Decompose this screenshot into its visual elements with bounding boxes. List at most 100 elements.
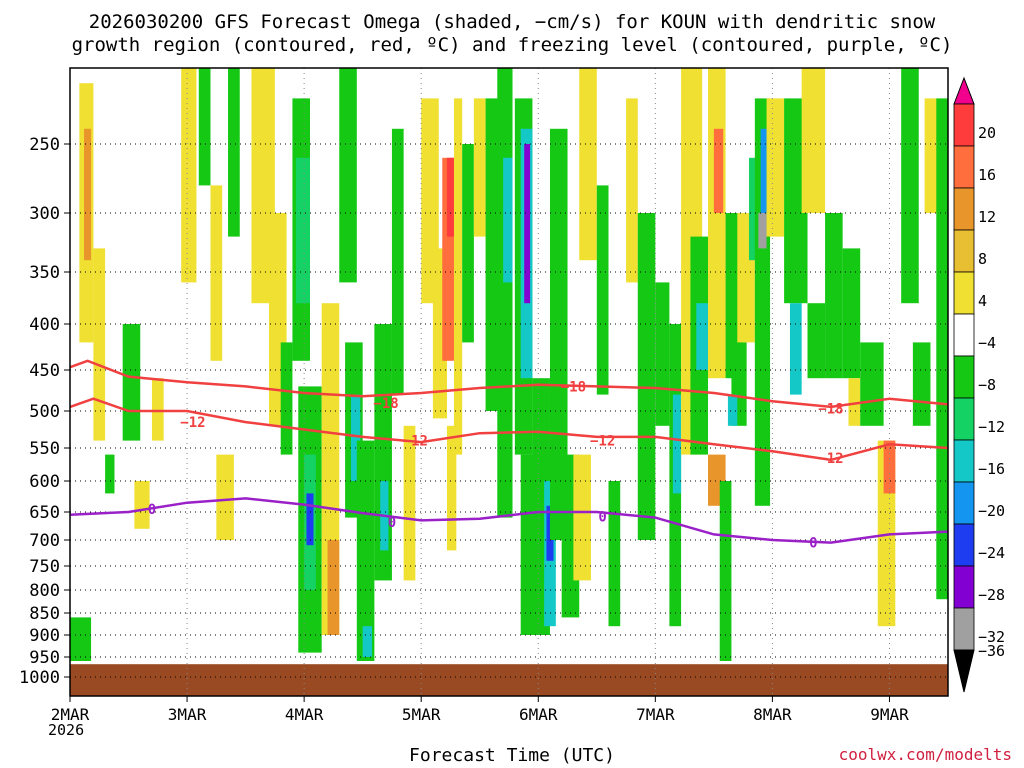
omega-cell bbox=[295, 157, 310, 304]
colorbar-band bbox=[953, 103, 975, 147]
omega-cell bbox=[766, 98, 785, 237]
omega-cell bbox=[216, 454, 234, 540]
colorbar-label: −24 bbox=[978, 544, 1005, 562]
omega-cell bbox=[151, 378, 164, 441]
omega-cell bbox=[807, 303, 826, 379]
omega-cell bbox=[210, 185, 223, 361]
y-tick-label: 300 bbox=[29, 204, 60, 224]
omega-cell bbox=[403, 425, 416, 581]
contour-label: −18 bbox=[373, 396, 398, 412]
omega-cell bbox=[608, 481, 621, 627]
x-tick-label: 7MAR bbox=[636, 705, 675, 724]
colorbar-band bbox=[953, 481, 975, 525]
omega-cell bbox=[760, 128, 767, 213]
omega-cell bbox=[901, 68, 919, 304]
omega-cell bbox=[105, 454, 115, 494]
colorbar-label: −36 bbox=[978, 642, 1005, 660]
omega-cell bbox=[727, 394, 738, 426]
chart-title-line-1: 2026030200 GFS Forecast Omega (shaded, −… bbox=[88, 11, 936, 33]
contour-label: −12 bbox=[180, 415, 205, 431]
colorbar-label: −8 bbox=[978, 376, 996, 394]
x-tick-label: 8MAR bbox=[753, 705, 792, 724]
omega-cell bbox=[708, 68, 726, 379]
omega-cell bbox=[453, 98, 463, 455]
omega-cell bbox=[339, 68, 357, 283]
contour-label: −18 bbox=[818, 402, 843, 418]
colorbar-band bbox=[953, 271, 975, 315]
omega-cell bbox=[860, 342, 884, 426]
omega-cell bbox=[84, 128, 92, 261]
omega-cell bbox=[573, 454, 591, 581]
colorbar-label: −20 bbox=[978, 502, 1005, 520]
colorbar-label: 16 bbox=[978, 166, 996, 184]
contour-label: 0 bbox=[148, 502, 156, 518]
y-axis-ticks: 2503003504004505005506006507007508008509… bbox=[19, 135, 70, 688]
colorbar-band bbox=[953, 439, 975, 483]
y-tick-label: 550 bbox=[29, 439, 60, 459]
temperature-contours bbox=[70, 359, 948, 544]
x-axis-title: Forecast Time (UTC) bbox=[409, 745, 615, 766]
omega-cell bbox=[391, 128, 404, 395]
omega-cell bbox=[637, 213, 656, 540]
x-tick-label: 3MAR bbox=[168, 705, 207, 724]
colorbar-label: 20 bbox=[978, 124, 996, 142]
colorbar-label: −16 bbox=[978, 460, 1005, 478]
y-tick-label: 750 bbox=[29, 557, 60, 577]
omega-cell bbox=[655, 282, 670, 426]
contour-label: −12 bbox=[590, 434, 615, 450]
omega-cell bbox=[446, 157, 454, 237]
y-tick-label: 500 bbox=[29, 402, 60, 422]
y-tick-label: 600 bbox=[29, 472, 60, 492]
colorbar-bottom-arrow bbox=[953, 649, 975, 693]
x-tick-label: 9MAR bbox=[870, 705, 909, 724]
omega-cell bbox=[524, 144, 531, 304]
contour-label: 0 bbox=[388, 515, 396, 531]
y-tick-label: 800 bbox=[29, 581, 60, 601]
y-tick-label: 700 bbox=[29, 531, 60, 551]
omega-cell bbox=[579, 68, 597, 261]
omega-cell bbox=[306, 493, 314, 546]
plot-frame bbox=[69, 67, 949, 697]
omega-cell bbox=[327, 540, 340, 635]
omega-cell bbox=[122, 324, 141, 441]
omega-cell bbox=[596, 185, 609, 395]
colorbar-label: 12 bbox=[978, 208, 996, 226]
omega-cell bbox=[936, 98, 948, 600]
ground-terrain bbox=[70, 664, 948, 696]
omega-cell bbox=[503, 157, 513, 283]
colorbar-band bbox=[953, 565, 975, 609]
contour-labels: −12 −18 −12 −18 −12 −18 −12 0 0 0 0 bbox=[148, 379, 844, 551]
colorbar-band bbox=[953, 607, 975, 651]
omega-cell bbox=[848, 378, 861, 426]
colorbar-label: −4 bbox=[978, 334, 996, 352]
colorbar-label: −32 bbox=[978, 628, 1005, 646]
colorbar-legend: 20 16 12 8 4 −4 −8 −12 −16 −20 −24 −28 −32−36 bbox=[953, 76, 1005, 693]
y-tick-label: 250 bbox=[29, 135, 60, 155]
omega-cell bbox=[825, 213, 843, 379]
x-tick-label: 4MAR bbox=[285, 705, 324, 724]
colorbar-band bbox=[953, 313, 975, 357]
omega-cell bbox=[549, 128, 568, 541]
omega-cell bbox=[672, 394, 682, 494]
omega-cell bbox=[719, 481, 732, 661]
contour-label: −12 bbox=[818, 451, 843, 467]
omega-cell bbox=[546, 505, 554, 561]
omega-cell bbox=[134, 481, 150, 529]
y-tick-label: 1000 bbox=[19, 668, 60, 688]
omega-cell bbox=[883, 440, 896, 494]
omega-cell bbox=[93, 248, 106, 441]
y-tick-label: 350 bbox=[29, 263, 60, 283]
omega-cell bbox=[181, 68, 197, 283]
omega-cell bbox=[446, 425, 457, 551]
y-tick-label: 650 bbox=[29, 503, 60, 523]
y-tick-label: 400 bbox=[29, 315, 60, 335]
omega-cell bbox=[758, 213, 767, 249]
contour-label: 0 bbox=[598, 509, 606, 525]
omega-shaded-field bbox=[70, 68, 948, 661]
omega-cell bbox=[462, 144, 474, 343]
y-tick-label: 850 bbox=[29, 604, 60, 624]
contour-label: −18 bbox=[561, 379, 586, 395]
omega-cell bbox=[696, 303, 709, 370]
colorbar-band bbox=[953, 145, 975, 189]
